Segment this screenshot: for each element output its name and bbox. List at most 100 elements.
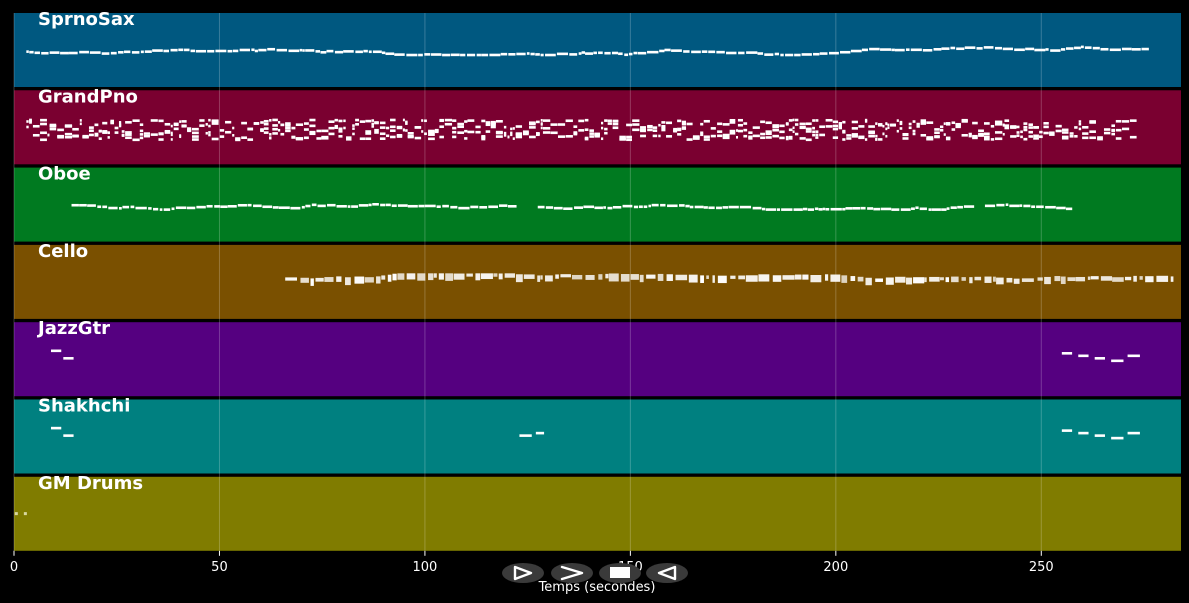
- note: [442, 204, 449, 208]
- note: [956, 47, 965, 51]
- note: [424, 53, 431, 56]
- note: [908, 126, 912, 130]
- note: [88, 133, 94, 137]
- note: [842, 120, 846, 124]
- note: [807, 208, 815, 211]
- note: [913, 277, 925, 284]
- note: [801, 53, 812, 56]
- note: [50, 426, 62, 430]
- note: [1060, 48, 1066, 51]
- note: [780, 53, 784, 57]
- note: [781, 208, 793, 211]
- rewind-icon: [657, 565, 677, 581]
- note: [633, 51, 638, 55]
- note: [1075, 276, 1086, 282]
- note: [191, 138, 199, 141]
- note: [60, 51, 69, 55]
- note: [851, 135, 858, 138]
- note: [1043, 131, 1049, 135]
- note: [64, 135, 73, 139]
- note: [376, 276, 381, 284]
- note: [864, 118, 868, 122]
- note: [774, 52, 780, 56]
- note: [512, 127, 515, 130]
- note: [394, 53, 405, 56]
- note: [540, 119, 543, 122]
- note: [934, 131, 940, 135]
- note: [171, 207, 175, 211]
- note: [407, 131, 414, 135]
- note: [994, 120, 1003, 124]
- note: [622, 204, 633, 208]
- note: [812, 126, 815, 130]
- note: [920, 122, 927, 125]
- notes-grandpno: [26, 118, 1137, 142]
- note: [578, 129, 585, 132]
- note: [397, 204, 408, 207]
- note: [788, 135, 793, 139]
- note: [748, 135, 753, 139]
- note: [819, 133, 826, 137]
- note: [1089, 130, 1096, 133]
- note: [710, 134, 716, 138]
- note: [542, 131, 551, 134]
- note: [207, 49, 215, 53]
- note: [990, 124, 995, 128]
- note: [608, 273, 619, 282]
- note: [842, 207, 846, 211]
- note: [405, 122, 408, 125]
- note: [703, 206, 708, 209]
- note: [850, 49, 862, 53]
- note: [1129, 119, 1137, 122]
- note: [1009, 204, 1020, 208]
- rewind-button[interactable]: [646, 563, 688, 583]
- note: [545, 53, 556, 57]
- note: [652, 126, 658, 129]
- note: [1122, 120, 1130, 123]
- note: [153, 207, 159, 211]
- button-background: [646, 563, 688, 583]
- note: [163, 49, 170, 53]
- note: [439, 125, 444, 129]
- note: [666, 135, 673, 138]
- note: [1061, 429, 1073, 432]
- note: [334, 118, 338, 122]
- note: [374, 131, 379, 134]
- note: [219, 135, 225, 138]
- note: [996, 203, 1005, 207]
- play-button[interactable]: [502, 563, 544, 583]
- note: [295, 137, 304, 140]
- note: [315, 50, 321, 53]
- note: [619, 138, 626, 141]
- note: [280, 132, 285, 136]
- note: [677, 133, 682, 136]
- note: [444, 122, 453, 126]
- note: [912, 120, 916, 123]
- note: [805, 138, 812, 142]
- note: [802, 274, 809, 280]
- stop-button[interactable]: [599, 563, 641, 583]
- note: [535, 120, 540, 124]
- note: [1060, 276, 1066, 285]
- note: [681, 126, 687, 129]
- note: [184, 48, 190, 52]
- note: [1115, 119, 1122, 123]
- note: [458, 206, 470, 210]
- note: [832, 124, 839, 128]
- note: [278, 206, 290, 210]
- fast-forward-button[interactable]: [551, 563, 593, 583]
- note: [726, 51, 737, 55]
- note: [338, 135, 343, 138]
- note: [689, 205, 694, 209]
- note: [1016, 134, 1020, 137]
- note: [475, 273, 481, 281]
- notes-sprnosax: [26, 45, 1149, 57]
- note: [902, 132, 909, 136]
- note: [667, 204, 678, 208]
- note: [905, 48, 910, 51]
- note: [269, 136, 272, 140]
- note: [799, 137, 806, 140]
- note: [466, 53, 476, 57]
- note: [972, 134, 978, 138]
- note: [891, 48, 895, 52]
